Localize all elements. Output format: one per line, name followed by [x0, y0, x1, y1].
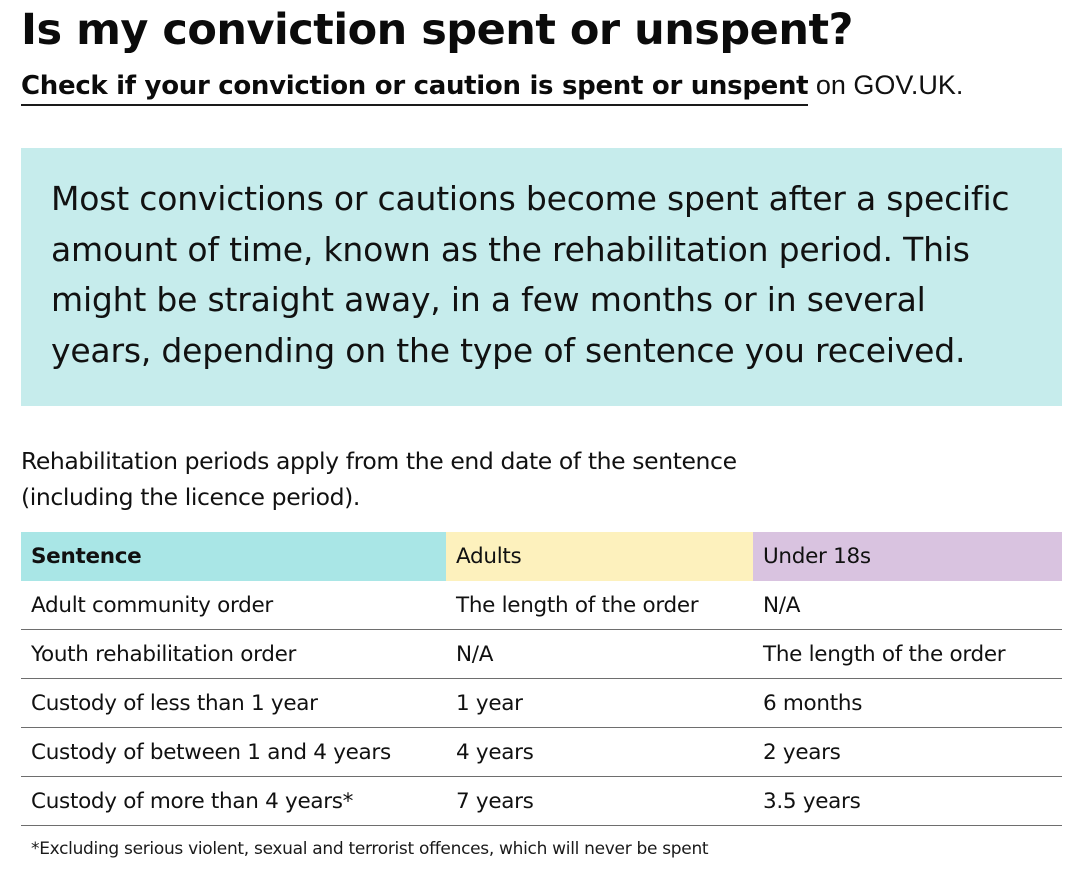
intro-line-2: (including the licence period).: [21, 483, 360, 511]
table-footnote: *Excluding serious violent, sexual and t…: [31, 839, 709, 859]
column-header-under-18s: Under 18s: [753, 532, 1062, 581]
table-header-row: Sentence Adults Under 18s: [21, 532, 1062, 581]
rehabilitation-periods-table: Sentence Adults Under 18s Adult communit…: [21, 532, 1062, 826]
intro-line-1: Rehabilitation periods apply from the en…: [21, 447, 737, 475]
govuk-link-suffix: on GOV.UK.: [808, 70, 964, 100]
under-18s-cell: 3.5 years: [753, 776, 1062, 826]
under-18s-cell: 2 years: [753, 727, 1062, 777]
table-row: Adult community order The length of the …: [21, 581, 1062, 630]
adults-cell: 1 year: [446, 678, 753, 728]
sentence-cell: Custody of more than 4 years*: [21, 776, 446, 826]
info-callout: Most convictions or cautions become spen…: [21, 148, 1062, 406]
sentence-cell: Adult community order: [21, 581, 446, 630]
table-row: Custody of more than 4 years* 7 years 3.…: [21, 776, 1062, 826]
adults-cell: N/A: [446, 629, 753, 679]
govuk-check-line: Check if your conviction or caution is s…: [21, 66, 964, 106]
table-row: Custody of between 1 and 4 years 4 years…: [21, 727, 1062, 777]
table-row: Youth rehabilitation order N/A The lengt…: [21, 629, 1062, 679]
adults-cell: 7 years: [446, 776, 753, 826]
under-18s-cell: 6 months: [753, 678, 1062, 728]
under-18s-cell: N/A: [753, 581, 1062, 630]
govuk-check-link[interactable]: Check if your conviction or caution is s…: [21, 71, 809, 106]
adults-cell: 4 years: [446, 727, 753, 777]
rehabilitation-intro: Rehabilitation periods apply from the en…: [21, 443, 921, 515]
column-header-adults: Adults: [446, 532, 753, 581]
sentence-cell: Custody of between 1 and 4 years: [21, 727, 446, 777]
page-title: Is my conviction spent or unspent?: [21, 5, 853, 55]
column-header-sentence: Sentence: [21, 532, 446, 581]
under-18s-cell: The length of the order: [753, 629, 1062, 679]
sentence-cell: Custody of less than 1 year: [21, 678, 446, 728]
table-row: Custody of less than 1 year 1 year 6 mon…: [21, 678, 1062, 728]
adults-cell: The length of the order: [446, 581, 753, 630]
sentence-cell: Youth rehabilitation order: [21, 629, 446, 679]
callout-text: Most convictions or cautions become spen…: [51, 179, 1010, 370]
